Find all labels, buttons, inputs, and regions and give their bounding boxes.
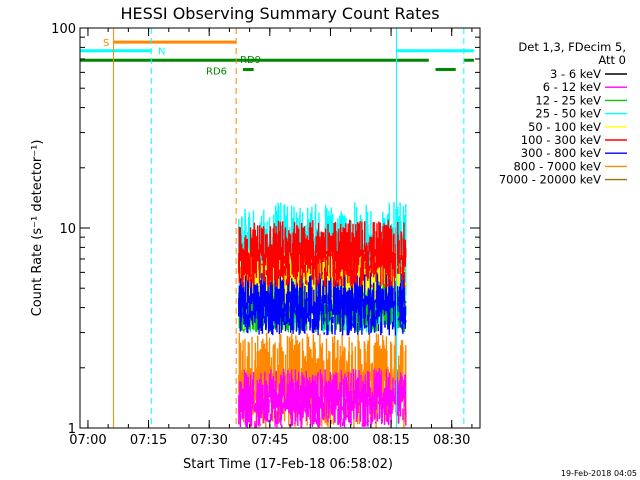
axis-layer: 07:00 07:15 07:30 07:45 08:00 08:15 08:30 1 10 10… <box>51 22 480 448</box>
legend-label: 100 - 300 keV <box>521 133 601 147</box>
y-tick-label: 100 <box>51 22 76 37</box>
legend-label: 300 - 800 keV <box>521 146 601 160</box>
chart-title: HESSI Observing Summary Count Rates <box>120 4 439 23</box>
timestamp: 19-Feb-2018 04:05 <box>561 469 637 478</box>
x-tick-label: 07:00 <box>69 433 106 448</box>
legend-label: 7000 - 20000 keV <box>499 173 601 187</box>
x-axis-title: Start Time (17-Feb-18 06:58:02) <box>183 457 393 472</box>
series-trace <box>238 368 407 428</box>
legend-label: 800 - 7000 keV <box>513 159 601 173</box>
flag-label: S <box>103 38 109 49</box>
legend-label: 50 - 100 keV <box>528 120 601 134</box>
legend-header-line-1: Det 1,3, FDecim 5, <box>518 40 626 54</box>
series-trace <box>238 272 407 336</box>
y-axis-title: Count Rate (s⁻¹ detector⁻¹) <box>30 140 45 317</box>
x-tick-label: 08:15 <box>372 433 409 448</box>
y-tick-label: 1 <box>68 422 76 437</box>
flag-label: RD6 <box>206 67 227 78</box>
flag-layer: S N RD9 RD6 <box>80 38 474 78</box>
x-tick-label: 07:45 <box>251 433 288 448</box>
series-trace <box>238 219 407 289</box>
legend-label: 12 - 25 keV <box>535 93 601 107</box>
vertical-line-layer <box>113 28 465 428</box>
legend-label: 6 - 12 keV <box>543 80 601 94</box>
x-tick-label: 08:00 <box>312 433 349 448</box>
x-tick-label: 08:30 <box>433 433 470 448</box>
y-tick-label: 10 <box>59 222 76 237</box>
x-tick-label: 07:15 <box>130 433 167 448</box>
legend-header-line-2: Att 0 <box>598 53 626 67</box>
legend-label: 3 - 6 keV <box>550 67 601 81</box>
flag-label: N <box>158 47 165 58</box>
flag-label: RD9 <box>240 55 261 66</box>
data-layer <box>238 202 407 428</box>
legend-label: 25 - 50 keV <box>535 107 601 121</box>
x-tick-label: 07:30 <box>190 433 227 448</box>
